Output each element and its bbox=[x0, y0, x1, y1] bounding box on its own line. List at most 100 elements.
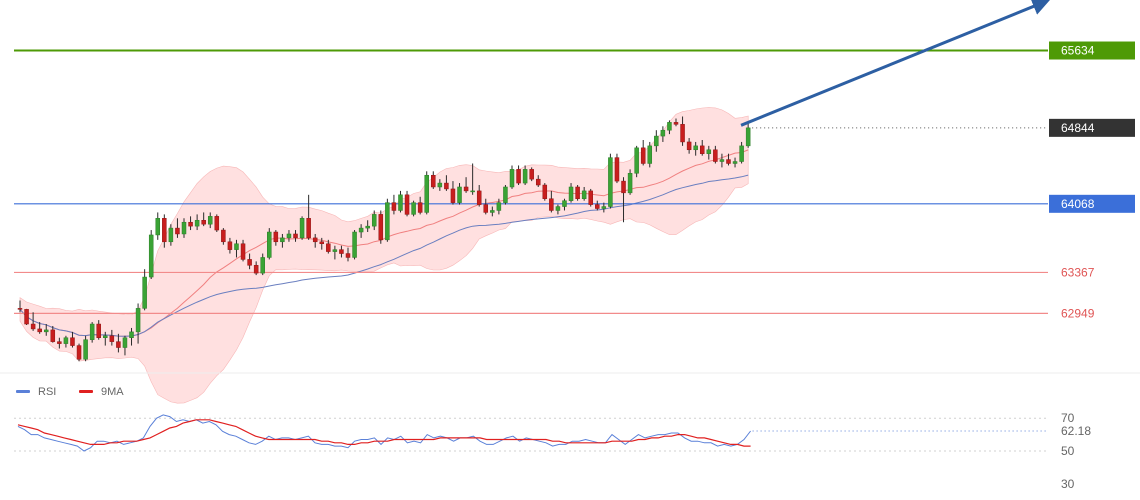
candle bbox=[667, 120, 672, 135]
candle bbox=[122, 335, 128, 356]
candle bbox=[365, 220, 370, 233]
candle bbox=[181, 218, 187, 238]
candle bbox=[63, 335, 69, 348]
candle bbox=[542, 183, 548, 201]
level-tag-resistance bbox=[1049, 41, 1135, 60]
candle bbox=[680, 116, 685, 146]
candle bbox=[581, 186, 587, 201]
rsi-tick-30: 30 bbox=[1061, 477, 1075, 491]
rsi-line bbox=[17, 414, 751, 452]
candle bbox=[345, 247, 351, 262]
candle bbox=[194, 214, 200, 231]
candle bbox=[17, 300, 23, 313]
candle bbox=[109, 329, 115, 346]
candle bbox=[608, 153, 613, 209]
candle bbox=[116, 333, 121, 353]
level-label-support-3: 62949 bbox=[1061, 306, 1095, 320]
bollinger-band bbox=[19, 107, 749, 404]
candle bbox=[706, 145, 712, 160]
candle bbox=[37, 322, 42, 334]
candle bbox=[719, 153, 725, 168]
rsi-legend: RSI 9MA bbox=[16, 386, 124, 398]
candle bbox=[50, 325, 56, 343]
candle bbox=[483, 198, 489, 215]
candle bbox=[398, 190, 403, 213]
candle bbox=[404, 190, 410, 217]
candle bbox=[549, 190, 554, 213]
candle bbox=[175, 218, 180, 238]
candle bbox=[509, 165, 515, 189]
candle bbox=[306, 194, 311, 240]
rsi-9ma-line bbox=[17, 419, 751, 447]
candle bbox=[437, 179, 443, 191]
candle bbox=[319, 237, 325, 250]
candle bbox=[621, 177, 626, 223]
candle bbox=[503, 185, 508, 205]
candle bbox=[280, 233, 285, 248]
candle bbox=[673, 118, 679, 127]
candle bbox=[496, 198, 502, 215]
candle bbox=[267, 228, 272, 260]
price-tags: 65634 64068 63367 62949 64844 bbox=[1049, 41, 1135, 320]
candle bbox=[70, 331, 75, 348]
candle bbox=[739, 141, 744, 164]
candles bbox=[17, 116, 751, 362]
candle bbox=[640, 139, 646, 166]
candle bbox=[463, 177, 469, 193]
candle bbox=[162, 214, 167, 248]
bollinger-band-area bbox=[19, 107, 749, 404]
ma50-line bbox=[19, 174, 749, 337]
candle bbox=[614, 153, 620, 184]
level-label-support-1: 64068 bbox=[1061, 197, 1095, 211]
last-price-tag bbox=[1049, 118, 1135, 137]
candle bbox=[647, 141, 653, 168]
candle bbox=[555, 204, 561, 215]
legend-swatch-9ma bbox=[79, 390, 93, 393]
candle bbox=[431, 171, 436, 189]
candle bbox=[588, 188, 593, 207]
rsi-tick-70: 70 bbox=[1061, 411, 1075, 425]
candle bbox=[83, 335, 88, 362]
rsi-panel: 62.18 bbox=[17, 414, 1091, 452]
legend-label-rsi: RSI bbox=[38, 386, 56, 398]
trend-arrow bbox=[740, 0, 1051, 127]
candle bbox=[207, 212, 213, 229]
candle bbox=[129, 327, 134, 346]
candle bbox=[201, 212, 206, 227]
candle bbox=[378, 210, 384, 244]
candle bbox=[260, 253, 265, 276]
candle bbox=[76, 343, 82, 362]
trend-arrow-line bbox=[740, 0, 1051, 127]
candle bbox=[57, 337, 62, 349]
candle bbox=[575, 185, 580, 201]
candle bbox=[627, 169, 633, 195]
last-price-label: 64844 bbox=[1061, 121, 1095, 135]
candle bbox=[142, 269, 147, 311]
candle bbox=[188, 216, 193, 231]
candle bbox=[103, 331, 108, 346]
legend-item-rsi: RSI bbox=[16, 386, 56, 398]
candle bbox=[601, 202, 607, 213]
candle bbox=[234, 239, 239, 258]
candle bbox=[654, 130, 659, 152]
rsi-gridlines: 70 50 30 bbox=[14, 411, 1075, 491]
candle bbox=[568, 183, 574, 203]
candle bbox=[148, 230, 154, 279]
candle bbox=[699, 139, 705, 156]
candle bbox=[293, 230, 298, 242]
candle bbox=[312, 233, 318, 248]
candle bbox=[457, 183, 462, 205]
candle bbox=[424, 171, 429, 215]
candle bbox=[227, 237, 233, 254]
candle bbox=[660, 126, 666, 142]
candle bbox=[562, 198, 567, 211]
candle bbox=[253, 261, 259, 276]
candle bbox=[450, 181, 456, 205]
rsi-tick-50: 50 bbox=[1061, 444, 1075, 458]
candle bbox=[43, 324, 49, 336]
candle bbox=[726, 153, 731, 166]
candle bbox=[332, 245, 338, 260]
candle bbox=[732, 157, 738, 168]
candle bbox=[411, 200, 416, 217]
candle bbox=[286, 230, 292, 242]
